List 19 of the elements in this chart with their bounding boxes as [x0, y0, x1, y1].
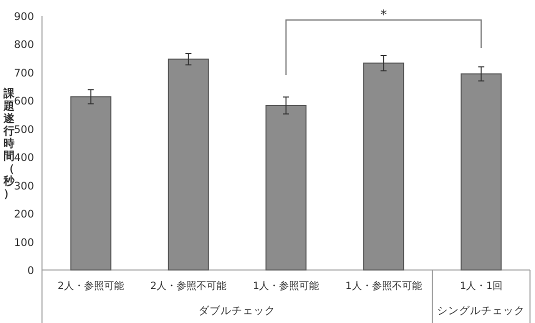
annotation: *	[380, 8, 388, 23]
x-tick-label: 1人・1回	[460, 281, 503, 292]
y-tick-label: 200	[14, 208, 34, 221]
y-tick-label: 500	[14, 124, 34, 136]
x-tick-label: 1人・参照可能	[252, 280, 320, 292]
text: 課題遂行時間（秒）	[4, 87, 14, 200]
y-tick-label: 600	[14, 96, 34, 108]
x-tick-label: 1人・参照不可能	[345, 280, 422, 292]
y-tick-label: 700	[14, 67, 34, 80]
y-tick-label: 800	[14, 39, 34, 52]
y-tick-label: 900	[14, 11, 34, 23]
x-tick-label: 2人・参照不可能	[150, 280, 227, 292]
text: シングルチェック	[437, 305, 526, 317]
y-tick-label: 400	[14, 152, 34, 164]
text: ダブルチェック	[198, 304, 276, 317]
x-tick-label: 2人・参照可能	[58, 280, 124, 292]
y-tick-label: 300	[14, 180, 34, 192]
y-tick-label: 0	[27, 265, 34, 277]
y-tick-label: 100	[14, 236, 34, 249]
